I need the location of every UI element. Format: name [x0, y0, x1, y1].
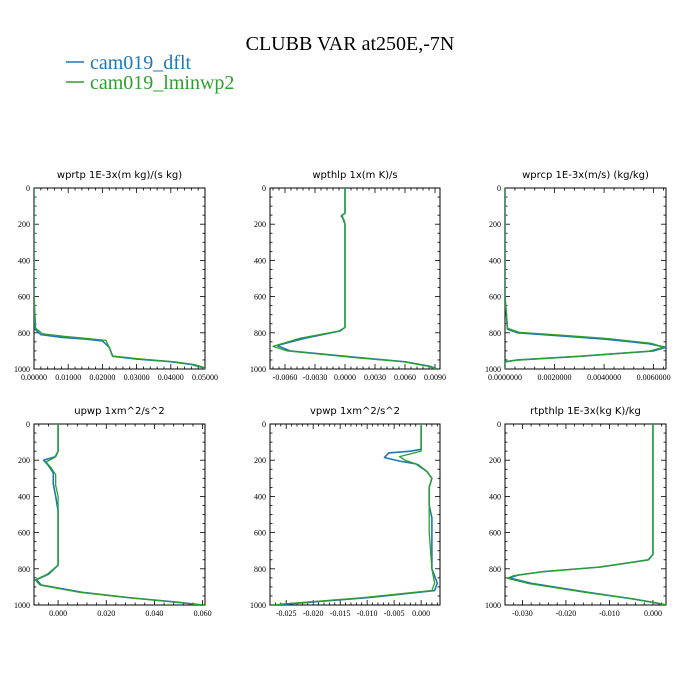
- y-tick-label: 200: [254, 220, 266, 229]
- x-tick-label: -0.020: [303, 609, 324, 618]
- y-tick-label: 600: [489, 293, 501, 302]
- x-tick-label: 0.000: [412, 609, 430, 618]
- y-tick-label: 200: [254, 456, 266, 465]
- y-tick-label: 200: [18, 220, 30, 229]
- y-tick-label: 0: [262, 184, 266, 193]
- y-tick-label: 600: [254, 529, 266, 538]
- series-line-cam019_dflt: [275, 424, 439, 605]
- series-line-cam019_lminwp2: [34, 188, 205, 369]
- x-tick-label: 0.0040000: [587, 373, 621, 382]
- panel-3: wprcp 1E-3x(m/s) (kg/kg) 0 200 400 600 800 100…: [485, 170, 671, 382]
- legend-label-dflt: cam019_dflt: [90, 52, 192, 74]
- panel-4: upwp 1xm^2/s^2 0 200 400 600 800 1000 0.000 0.02…: [14, 406, 212, 618]
- x-tick-label: -0.025: [276, 609, 297, 618]
- y-tick-label: 1000: [14, 601, 30, 610]
- y-tick-label: 1000: [14, 365, 30, 374]
- y-tick-label: 400: [18, 256, 30, 265]
- x-tick-label: 0.0090: [424, 373, 446, 382]
- plot-frame: [33, 187, 206, 370]
- panel-title: upwp 1xm^2/s^2: [74, 406, 164, 417]
- x-tick-label: 0.0060: [394, 373, 416, 382]
- x-tick-label: 0.00000: [21, 373, 47, 382]
- x-tick-label: -0.005: [384, 609, 405, 618]
- x-tick-label: 0.0060000: [637, 373, 671, 382]
- y-tick-label: 600: [254, 293, 266, 302]
- y-tick-label: 800: [254, 329, 266, 338]
- y-tick-label: 400: [254, 492, 266, 501]
- panel-title: wprtp 1E-3x(m kg)/(s kg): [57, 170, 182, 181]
- x-tick-label: -0.010: [357, 609, 378, 618]
- y-tick-label: 800: [489, 565, 501, 574]
- y-tick-label: 400: [489, 256, 501, 265]
- x-tick-label: 0.0020000: [538, 373, 572, 382]
- series-line-cam019_lminwp2: [506, 424, 666, 605]
- y-tick-label: 1000: [250, 365, 266, 374]
- panel-2: wpthlp 1x(m K)/s 0 200 400 600 800 1000 -0.0060…: [250, 170, 446, 382]
- x-tick-label: 0.0030: [364, 373, 386, 382]
- x-tick-label: -0.030: [512, 609, 533, 618]
- x-tick-label: 0.0000: [334, 373, 356, 382]
- x-tick-label: -0.015: [330, 609, 351, 618]
- x-tick-label: 0.03000: [124, 373, 150, 382]
- y-tick-label: 600: [18, 293, 30, 302]
- series-line-cam019_lminwp2: [272, 188, 437, 369]
- series-line-cam019_dflt: [508, 424, 666, 605]
- series-line-cam019_lminwp2: [34, 424, 203, 605]
- y-tick-label: 200: [489, 220, 501, 229]
- series-line-cam019_dflt: [276, 188, 438, 369]
- y-tick-label: 1000: [485, 365, 501, 374]
- panel-title: wprcp 1E-3x(m/s) (kg/kg): [522, 170, 649, 181]
- panel-title: wpthlp 1x(m K)/s: [312, 170, 397, 181]
- panel-title: vpwp 1xm^2/s^2: [310, 406, 400, 417]
- y-tick-label: 0: [26, 420, 30, 429]
- y-tick-label: 0: [497, 184, 501, 193]
- y-tick-label: 800: [18, 329, 30, 338]
- y-tick-label: 800: [489, 329, 501, 338]
- y-tick-label: 0: [497, 420, 501, 429]
- y-tick-label: 400: [254, 256, 266, 265]
- panel-5: vpwp 1xm^2/s^2 0 200 400 600 800 1000 -0.025 -0.…: [250, 406, 441, 618]
- plot-frame: [504, 423, 667, 606]
- legend: cam019_dflt cam019_lminwp2: [66, 52, 234, 94]
- y-tick-label: 200: [18, 456, 30, 465]
- panel-1: wprtp 1E-3x(m kg)/(s kg) 0 200 400 600 800 100…: [14, 170, 218, 382]
- x-tick-label: 0.02000: [89, 373, 115, 382]
- plot-frame: [33, 423, 206, 606]
- x-tick-label: 0.0000000: [488, 373, 522, 382]
- series-line-cam019_lminwp2: [275, 424, 436, 605]
- x-tick-label: -0.0060: [273, 373, 298, 382]
- y-tick-label: 600: [489, 529, 501, 538]
- y-tick-label: 400: [489, 492, 501, 501]
- plot-frame: [269, 187, 441, 370]
- series-line-cam019_dflt: [34, 188, 205, 369]
- y-tick-label: 800: [18, 565, 30, 574]
- x-tick-label: 0.060: [194, 609, 212, 618]
- x-tick-label: 0.000: [644, 609, 662, 618]
- panels: wprtp 1E-3x(m kg)/(s kg) 0 200 400 600 800 100…: [14, 170, 671, 618]
- y-tick-label: 400: [18, 492, 30, 501]
- x-tick-label: 0.040: [145, 609, 163, 618]
- y-tick-label: 200: [489, 456, 501, 465]
- x-tick-label: 0.000: [49, 609, 67, 618]
- y-tick-label: 600: [18, 529, 30, 538]
- y-tick-label: 0: [26, 184, 30, 193]
- y-tick-label: 800: [254, 565, 266, 574]
- panel-6: rtpthlp 1E-3x(kg K)/kg 0 200 400 600 800 1000 -…: [485, 406, 667, 618]
- series-line-cam019_lminwp2: [505, 188, 665, 369]
- x-tick-label: -0.020: [556, 609, 577, 618]
- x-tick-label: 0.01000: [55, 373, 81, 382]
- legend-label-lminwp2: cam019_lminwp2: [90, 72, 234, 94]
- x-tick-label: -0.010: [599, 609, 620, 618]
- x-tick-label: 0.04000: [158, 373, 184, 382]
- y-tick-label: 1000: [485, 601, 501, 610]
- x-tick-label: -0.0030: [303, 373, 328, 382]
- x-tick-label: 0.020: [97, 609, 115, 618]
- y-tick-label: 1000: [250, 601, 266, 610]
- panel-title: rtpthlp 1E-3x(kg K)/kg: [530, 406, 641, 417]
- series-line-cam019_dflt: [35, 424, 203, 605]
- y-tick-label: 0: [262, 420, 266, 429]
- figure-title: CLUBB VAR at250E,-7N: [246, 33, 455, 55]
- x-tick-label: 0.05000: [192, 373, 218, 382]
